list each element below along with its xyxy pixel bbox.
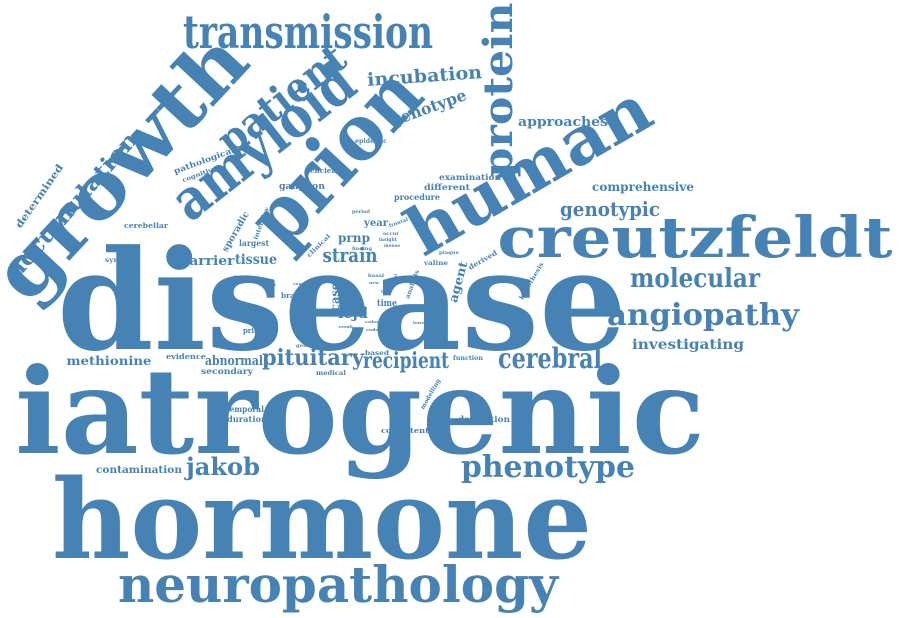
word-investigating: investigating [632,337,744,353]
word-neuropathology: neuropathology [118,555,560,614]
word-different: different [424,182,470,192]
word-strain: strain [323,243,378,267]
word-plaque: plaque [439,250,459,256]
word-pituitary: pituitary [262,345,365,371]
word-temporal: temporal [226,404,264,414]
word-synaptic: synaptic [105,257,139,264]
word-transmission: transmission [183,5,433,59]
word-link: link [381,289,391,294]
word-expert: expert [260,282,276,287]
word-deficiency: deficiency [305,166,346,175]
word-comprehensive: comprehensive [592,180,694,194]
word-protein: protein [475,3,522,178]
word-period: period [352,209,370,215]
word-abnormal: abnormal [205,354,263,369]
word-phenotype: phenotype [461,450,635,485]
word-prnp: prnp [338,231,370,245]
word-based: based [365,350,390,357]
word-finding: finding [352,246,372,252]
word-disease: disease [57,219,627,382]
word-codon: codon [366,327,382,332]
word-insight: insight [379,237,398,243]
word-contamination: contamination [96,465,183,476]
word-largest: largest [239,238,269,248]
word-time: time [377,299,397,309]
word-signal: signal [389,273,399,288]
word-ganglion: ganglion [279,182,325,192]
word-barrier: barrier [180,254,235,269]
word-procedure: procedure [394,192,440,202]
word-basal: basal [368,273,384,279]
word-valine: valine [423,260,448,267]
word-consistent: consistent [381,426,430,435]
word-cerebellar: cerebellar [124,221,168,230]
word-iatrogenic: iatrogenic [15,342,705,481]
word-molecular: molecular [630,264,760,294]
word-lower: lower [413,320,428,325]
word-jakob: jakob [184,452,260,481]
word-secondary: secondary [201,366,253,376]
word-methionine: methionine [67,354,152,368]
word-cohort: cohort [365,319,383,324]
word-medical: medical [316,370,347,377]
word-result: result [339,324,353,329]
word-new: new [369,280,380,285]
word-cause: cause [293,281,307,286]
word-genotypic: genotypic [560,197,660,221]
word-function: function [453,355,484,362]
word-duration: duration [227,414,267,424]
word-occur: occur [383,231,399,237]
word-evidence: evidence [166,352,207,361]
word-age: age [342,293,353,298]
word-deposition: deposition [458,414,510,424]
word-recipient: recipient [363,348,450,374]
word-examination: examination [439,172,501,182]
word-test: test [332,308,342,313]
word-brain: brain [281,291,303,300]
word-approaches: approaches [518,115,608,130]
word-genetic: genetic [296,343,318,349]
word-mouse: mouse [384,243,400,249]
word-hormone: hormone [52,455,592,584]
word-case: case [328,283,342,311]
word-epidemic: epidemic [355,138,387,145]
word-cerebral: cerebral [498,342,602,375]
word-primary: primary [243,326,274,335]
word-icjd: icjd [338,304,368,322]
word-creutzfeldt: creutzfeldt [498,205,893,271]
word-angiopathy: angiopathy [607,298,801,333]
word-tissue: tissue [235,252,277,268]
word-year: year [363,218,389,229]
